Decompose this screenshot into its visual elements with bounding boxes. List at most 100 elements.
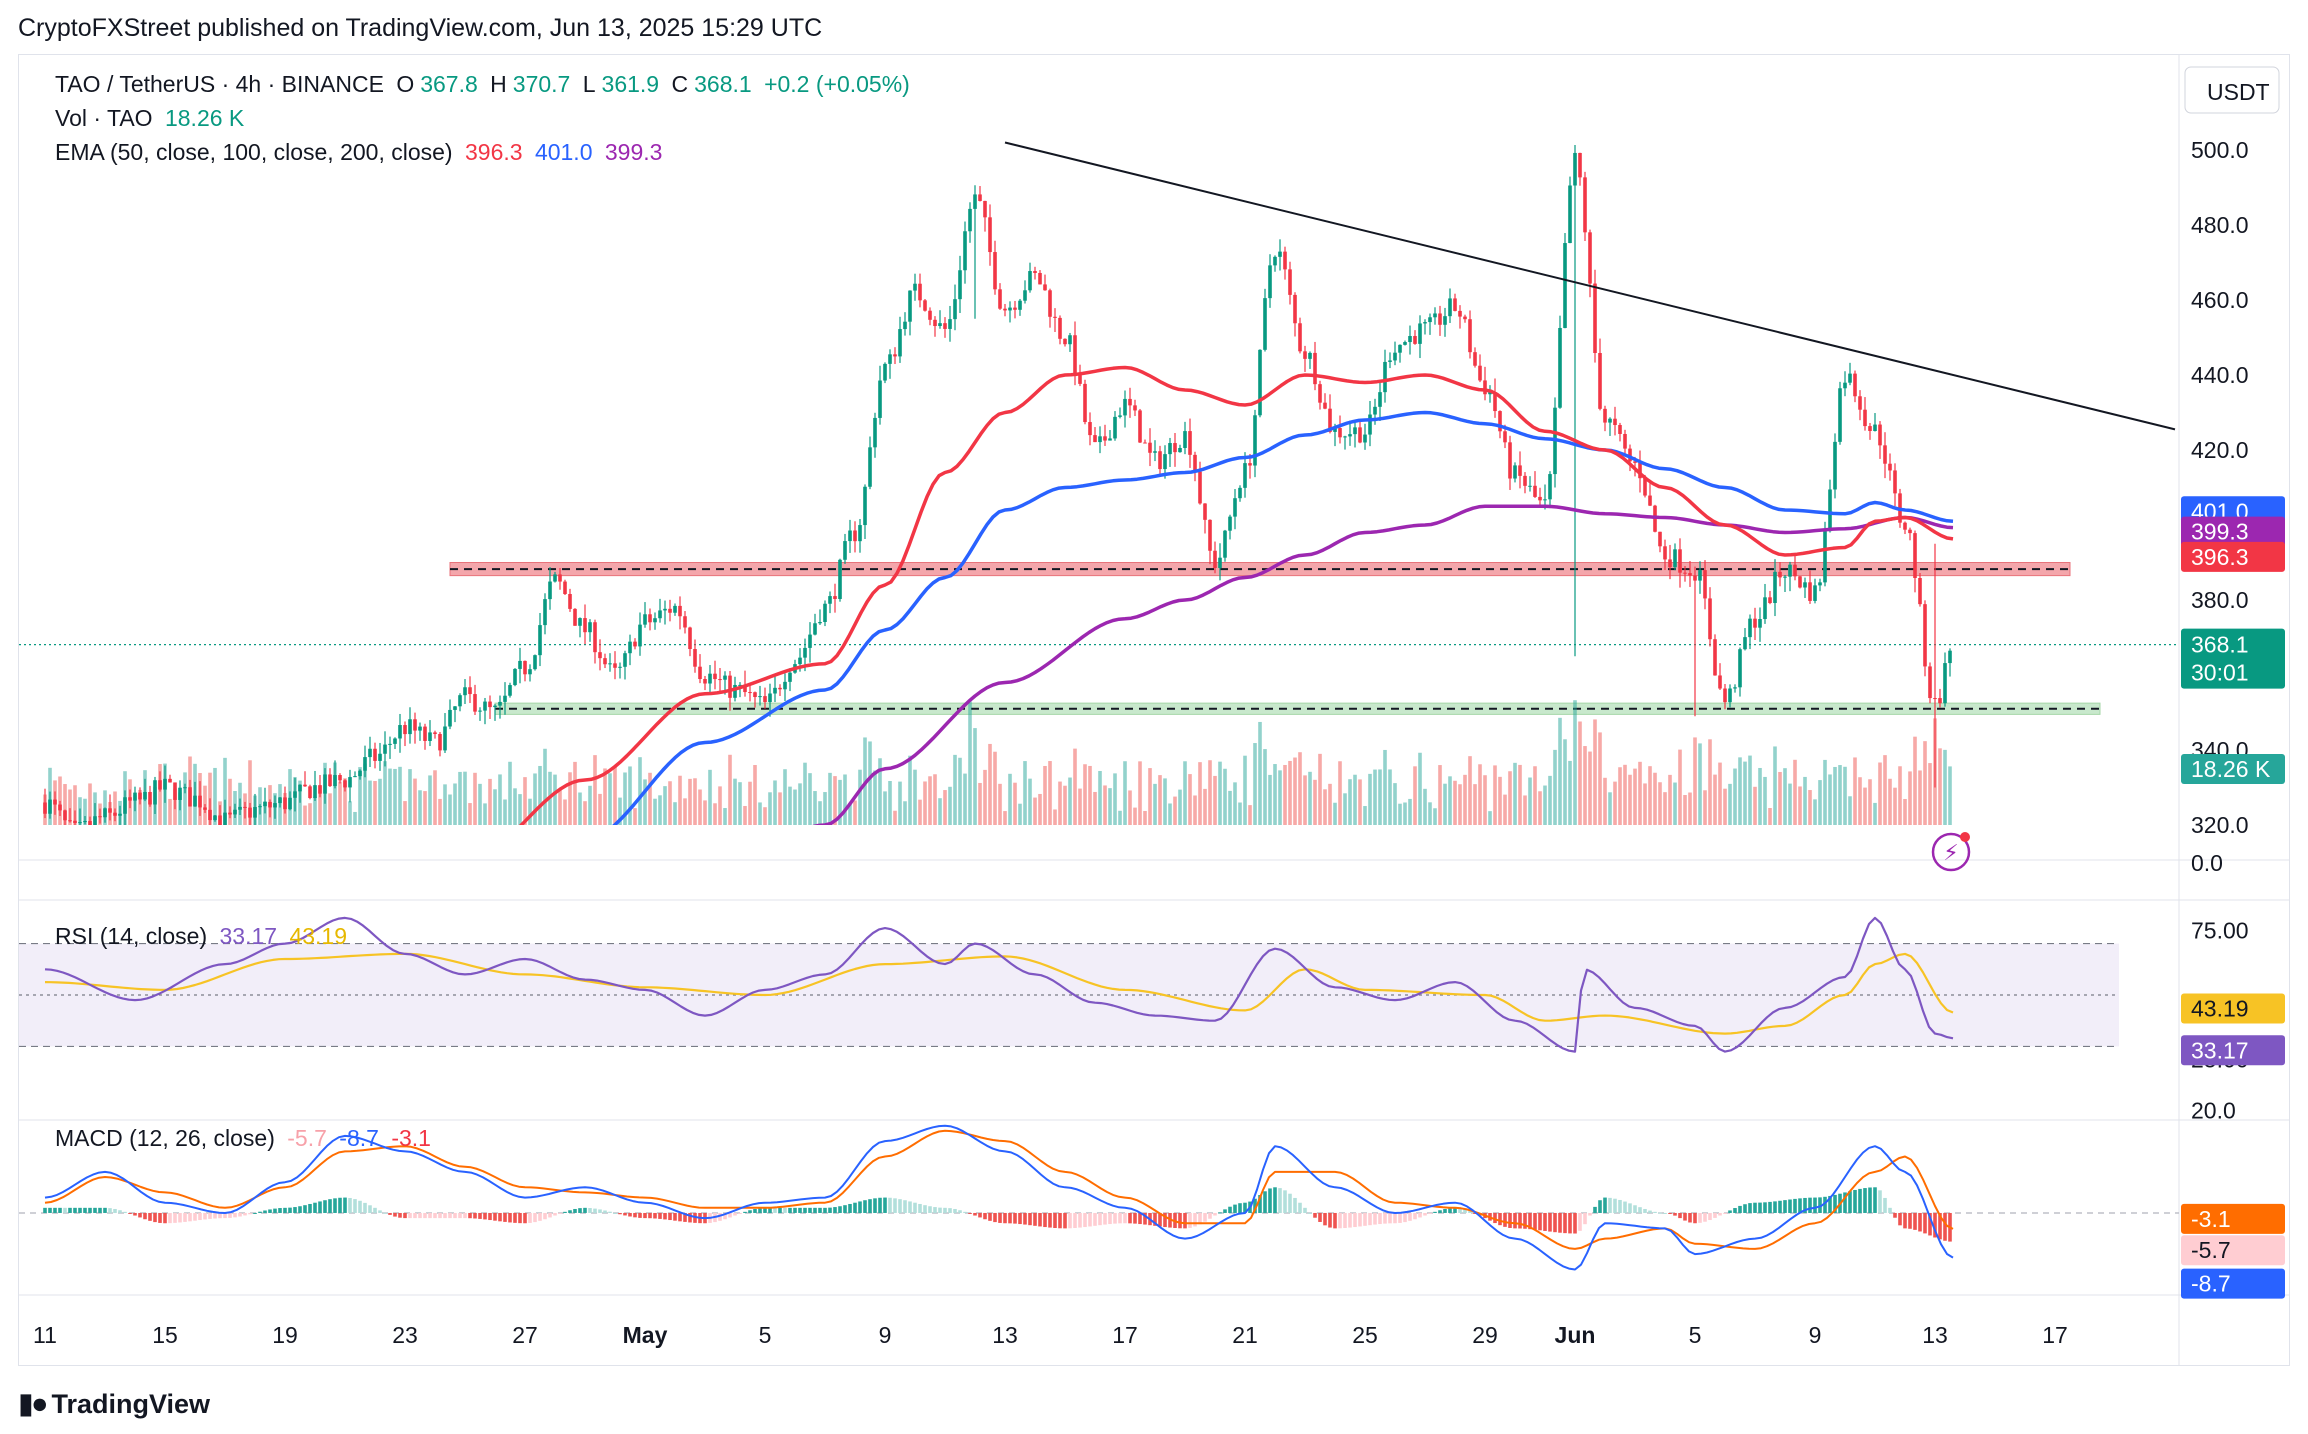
candle-body[interactable] bbox=[1443, 316, 1447, 325]
symbol-name[interactable]: TAO / TetherUS · 4h · BINANCE bbox=[55, 71, 384, 97]
candle-body[interactable] bbox=[1158, 451, 1162, 470]
candle-body[interactable] bbox=[1383, 361, 1387, 393]
candle-body[interactable] bbox=[938, 323, 942, 327]
candle-body[interactable] bbox=[1818, 582, 1822, 586]
candle-body[interactable] bbox=[758, 696, 762, 698]
candle-body[interactable] bbox=[378, 753, 382, 761]
candle-body[interactable] bbox=[1618, 425, 1622, 434]
candle-body[interactable] bbox=[518, 660, 522, 669]
candle-body[interactable] bbox=[878, 380, 882, 418]
candle-body[interactable] bbox=[458, 695, 462, 707]
candle-body[interactable] bbox=[1178, 447, 1182, 453]
candle-body[interactable] bbox=[268, 801, 272, 808]
descending-trendline[interactable] bbox=[1004, 141, 2176, 431]
candle-body[interactable] bbox=[658, 610, 662, 619]
candle-body[interactable] bbox=[808, 634, 812, 648]
legend-rsi-row[interactable]: RSI (14, close) 33.17 43.19 bbox=[55, 923, 353, 950]
candle-body[interactable] bbox=[483, 701, 487, 711]
candle-body[interactable] bbox=[698, 666, 702, 680]
candle-body[interactable] bbox=[1048, 290, 1052, 317]
candle-body[interactable] bbox=[1253, 415, 1257, 466]
candle-body[interactable] bbox=[1713, 639, 1717, 676]
candle-body[interactable] bbox=[593, 622, 597, 653]
candle-body[interactable] bbox=[178, 787, 182, 800]
candle-body[interactable] bbox=[348, 777, 352, 788]
candle-body[interactable] bbox=[1333, 428, 1337, 432]
candle-body[interactable] bbox=[1073, 335, 1077, 376]
candle-body[interactable] bbox=[1888, 463, 1892, 471]
candle-body[interactable] bbox=[1288, 269, 1292, 295]
candle-body[interactable] bbox=[883, 363, 887, 381]
candle-body[interactable] bbox=[703, 679, 707, 684]
candle-body[interactable] bbox=[1193, 454, 1197, 472]
candle-body[interactable] bbox=[1058, 317, 1062, 339]
candle-body[interactable] bbox=[618, 666, 622, 668]
candle-body[interactable] bbox=[1218, 557, 1222, 569]
candle-body[interactable] bbox=[183, 787, 187, 789]
legend-ema-row[interactable]: EMA (50, close, 100, close, 200, close) … bbox=[55, 139, 668, 166]
candle-body[interactable] bbox=[913, 283, 917, 291]
candle-body[interactable] bbox=[1548, 474, 1552, 500]
candle-body[interactable] bbox=[648, 614, 652, 623]
ema100-line[interactable] bbox=[45, 410, 1954, 1051]
candle-body[interactable] bbox=[1938, 698, 1942, 704]
tradingview-logo[interactable]: ▮● TradingView bbox=[18, 1386, 210, 1421]
candle-body[interactable] bbox=[393, 738, 397, 744]
candle-body[interactable] bbox=[1688, 573, 1692, 576]
candle-body[interactable] bbox=[298, 784, 302, 792]
candle-body[interactable] bbox=[1723, 688, 1727, 703]
candle-body[interactable] bbox=[708, 673, 712, 684]
candle-body[interactable] bbox=[823, 603, 827, 623]
candle-body[interactable] bbox=[48, 799, 52, 814]
candle-body[interactable] bbox=[58, 804, 62, 811]
rsi-ma-line[interactable] bbox=[44, 952, 1954, 1035]
candle-body[interactable] bbox=[1398, 344, 1402, 353]
candle-body[interactable] bbox=[88, 821, 92, 825]
candle-body[interactable] bbox=[1143, 442, 1147, 444]
candle-body[interactable] bbox=[1848, 373, 1852, 383]
candle-body[interactable] bbox=[1718, 675, 1722, 689]
candle-body[interactable] bbox=[588, 622, 592, 633]
candle-body[interactable] bbox=[1233, 498, 1237, 517]
candle-body[interactable] bbox=[1448, 298, 1452, 317]
candle-body[interactable] bbox=[713, 673, 717, 680]
macd-label[interactable]: MACD (12, 26, close) bbox=[55, 1125, 275, 1151]
candle-body[interactable] bbox=[1078, 375, 1082, 384]
candle-body[interactable] bbox=[233, 809, 237, 815]
candle-body[interactable] bbox=[248, 807, 252, 818]
candle-body[interactable] bbox=[288, 797, 292, 810]
candle-body[interactable] bbox=[433, 732, 437, 735]
candle-body[interactable] bbox=[813, 623, 817, 635]
candle-body[interactable] bbox=[1793, 564, 1797, 577]
candle-body[interactable] bbox=[733, 684, 737, 698]
candle-body[interactable] bbox=[1788, 564, 1792, 577]
candle-body[interactable] bbox=[198, 795, 202, 808]
candle-body[interactable] bbox=[1138, 410, 1142, 443]
candle-body[interactable] bbox=[1093, 435, 1097, 443]
candle-body[interactable] bbox=[1778, 571, 1782, 578]
candle-body[interactable] bbox=[468, 687, 472, 695]
candle-body[interactable] bbox=[738, 684, 742, 686]
candle-body[interactable] bbox=[1558, 327, 1562, 408]
candle-body[interactable] bbox=[1028, 271, 1032, 291]
candle-body[interactable] bbox=[1523, 475, 1527, 486]
candle-body[interactable] bbox=[1363, 434, 1367, 443]
candle-body[interactable] bbox=[1663, 546, 1667, 560]
candle-body[interactable] bbox=[798, 657, 802, 665]
candle-body[interactable] bbox=[138, 792, 142, 800]
candle-body[interactable] bbox=[1933, 698, 1937, 700]
candle-body[interactable] bbox=[563, 581, 567, 595]
candle-body[interactable] bbox=[1203, 503, 1207, 520]
candle-body[interactable] bbox=[93, 816, 97, 825]
legend-symbol-row[interactable]: TAO / TetherUS · 4h · BINANCE O 367.8 H 37… bbox=[55, 71, 916, 98]
candle-body[interactable] bbox=[1108, 438, 1112, 441]
candle-body[interactable] bbox=[1733, 687, 1737, 689]
candle-body[interactable] bbox=[1328, 408, 1332, 432]
candle-body[interactable] bbox=[568, 594, 572, 609]
candle-body[interactable] bbox=[1258, 349, 1262, 416]
candle-body[interactable] bbox=[1038, 272, 1042, 285]
candle-body[interactable] bbox=[1823, 531, 1827, 583]
candle-body[interactable] bbox=[388, 743, 392, 745]
candle-body[interactable] bbox=[1783, 576, 1787, 578]
candle-body[interactable] bbox=[283, 797, 287, 810]
